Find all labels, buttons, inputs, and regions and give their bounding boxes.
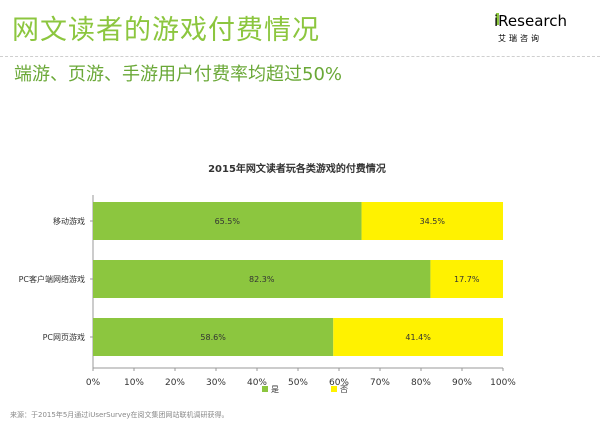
data-label: 41.4% — [405, 333, 431, 342]
bar-segment — [93, 260, 431, 298]
category-label: PC客户端网络游戏 — [19, 274, 85, 284]
x-tick-label: 70% — [370, 378, 390, 388]
bar-segment — [430, 260, 503, 298]
stacked-bar-chart: 2015年网文读者玩各类游戏的付费情况 移动游戏 65.5% 34.5% PC客户端网… — [19, 162, 517, 394]
data-label: 17.7% — [454, 275, 480, 284]
legend-label: 是 — [271, 385, 279, 394]
x-tick-label: 100% — [490, 378, 516, 388]
plot-area: 移动游戏 65.5% 34.5% PC客户端网络游戏 82.3% 17.7% PC网页游戏 5… — [19, 195, 516, 388]
x-tick-label: 50% — [288, 378, 308, 388]
iresearch-logo: iResearch 艾瑞咨询 — [494, 12, 567, 43]
chart-legend: 是否 — [262, 385, 348, 394]
bar-segment — [361, 202, 503, 240]
x-tick-label: 20% — [165, 378, 185, 388]
bar-segment — [333, 318, 503, 356]
x-tick-label: 40% — [247, 378, 267, 388]
category-label: PC网页游戏 — [43, 332, 85, 342]
bar-segment — [93, 318, 334, 356]
x-tick-label: 0% — [86, 378, 101, 388]
data-label: 58.6% — [200, 333, 226, 342]
x-tick-label: 30% — [206, 378, 226, 388]
source-note: 来源：于2015年5月通过iUserSurvey在阅文集团网站联机调研获得。 — [10, 411, 229, 419]
x-tick-label: 80% — [411, 378, 431, 388]
data-label: 65.5% — [215, 217, 241, 226]
x-tick-label: 10% — [124, 378, 144, 388]
chart-title: 2015年网文读者玩各类游戏的付费情况 — [208, 162, 386, 175]
header-divider — [0, 56, 600, 57]
page-title: 网文读者的游戏付费情况 — [12, 15, 320, 46]
x-tick-label: 90% — [452, 378, 472, 388]
logo-word: iResearch — [494, 12, 567, 30]
page-subtitle: 端游、页游、手游用户付费率均超过50% — [14, 64, 343, 85]
x-tick-label: 60% — [329, 378, 349, 388]
bar-segment — [93, 202, 362, 240]
logo-tagline: 艾瑞咨询 — [498, 33, 542, 43]
logo-mark-icon — [496, 13, 499, 25]
category-label: 移动游戏 — [53, 216, 85, 226]
legend-swatch — [331, 386, 337, 392]
data-label: 34.5% — [420, 217, 446, 226]
data-label: 82.3% — [249, 275, 275, 284]
legend-swatch — [262, 386, 268, 392]
legend-label: 否 — [340, 385, 348, 394]
